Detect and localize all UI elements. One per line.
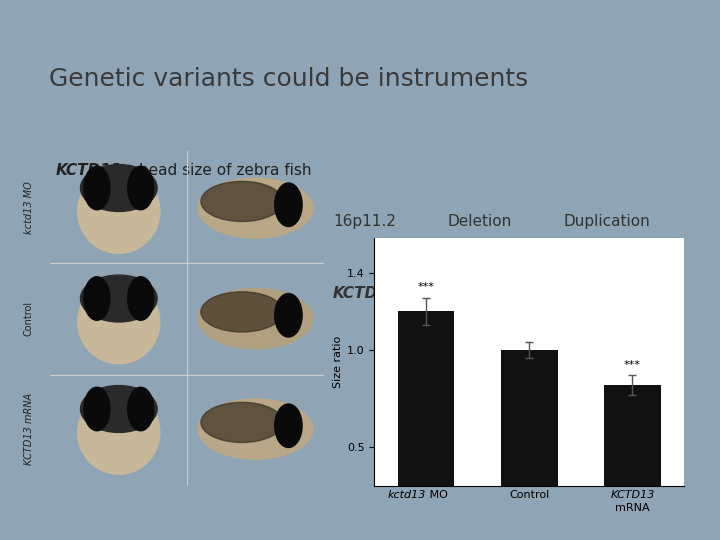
Ellipse shape [84,166,110,210]
Bar [604,385,661,540]
Ellipse shape [81,275,157,322]
Text: 16p11.2: 16p11.2 [333,214,396,229]
Ellipse shape [198,288,313,349]
Ellipse shape [275,293,302,337]
Text: Genetic variants could be instruments: Genetic variants could be instruments [49,66,528,91]
Ellipse shape [78,280,160,364]
Ellipse shape [201,181,283,221]
Text: Suppression: Suppression [428,286,521,301]
Ellipse shape [78,390,160,474]
Y-axis label: Size ratio: Size ratio [333,336,343,388]
Text: Duplication: Duplication [563,214,649,229]
Text: ***: *** [418,282,434,292]
Ellipse shape [198,178,313,238]
Text: KCTD13: KCTD13 [333,286,400,301]
Text: KCTD13: KCTD13 [55,163,122,178]
Ellipse shape [127,166,153,210]
Ellipse shape [84,276,110,320]
Ellipse shape [81,386,157,433]
Text: KCTD13 mRNA: KCTD13 mRNA [24,393,34,465]
Ellipse shape [78,170,160,253]
Ellipse shape [81,165,157,212]
Ellipse shape [201,292,283,332]
Text: MO: MO [426,490,448,500]
Bar [501,350,557,540]
Text: mRNA: mRNA [615,503,649,514]
Bar [397,312,454,540]
Ellipse shape [275,404,302,448]
Ellipse shape [201,402,283,442]
Text: ***: *** [624,360,641,369]
Text: Control: Control [24,301,34,336]
Text: KCTD13: KCTD13 [611,490,654,500]
Text: Overexpression: Overexpression [563,286,683,301]
Ellipse shape [275,183,302,227]
Ellipse shape [84,387,110,431]
Text: kctd13 MO: kctd13 MO [24,182,34,234]
Text: -> head size of zebra fish: -> head size of zebra fish [111,163,312,178]
Ellipse shape [127,276,153,320]
Text: Deletion: Deletion [448,214,512,229]
Ellipse shape [198,399,313,459]
Text: kctd13: kctd13 [387,490,426,500]
Text: Control: Control [509,490,549,500]
Ellipse shape [127,387,153,431]
